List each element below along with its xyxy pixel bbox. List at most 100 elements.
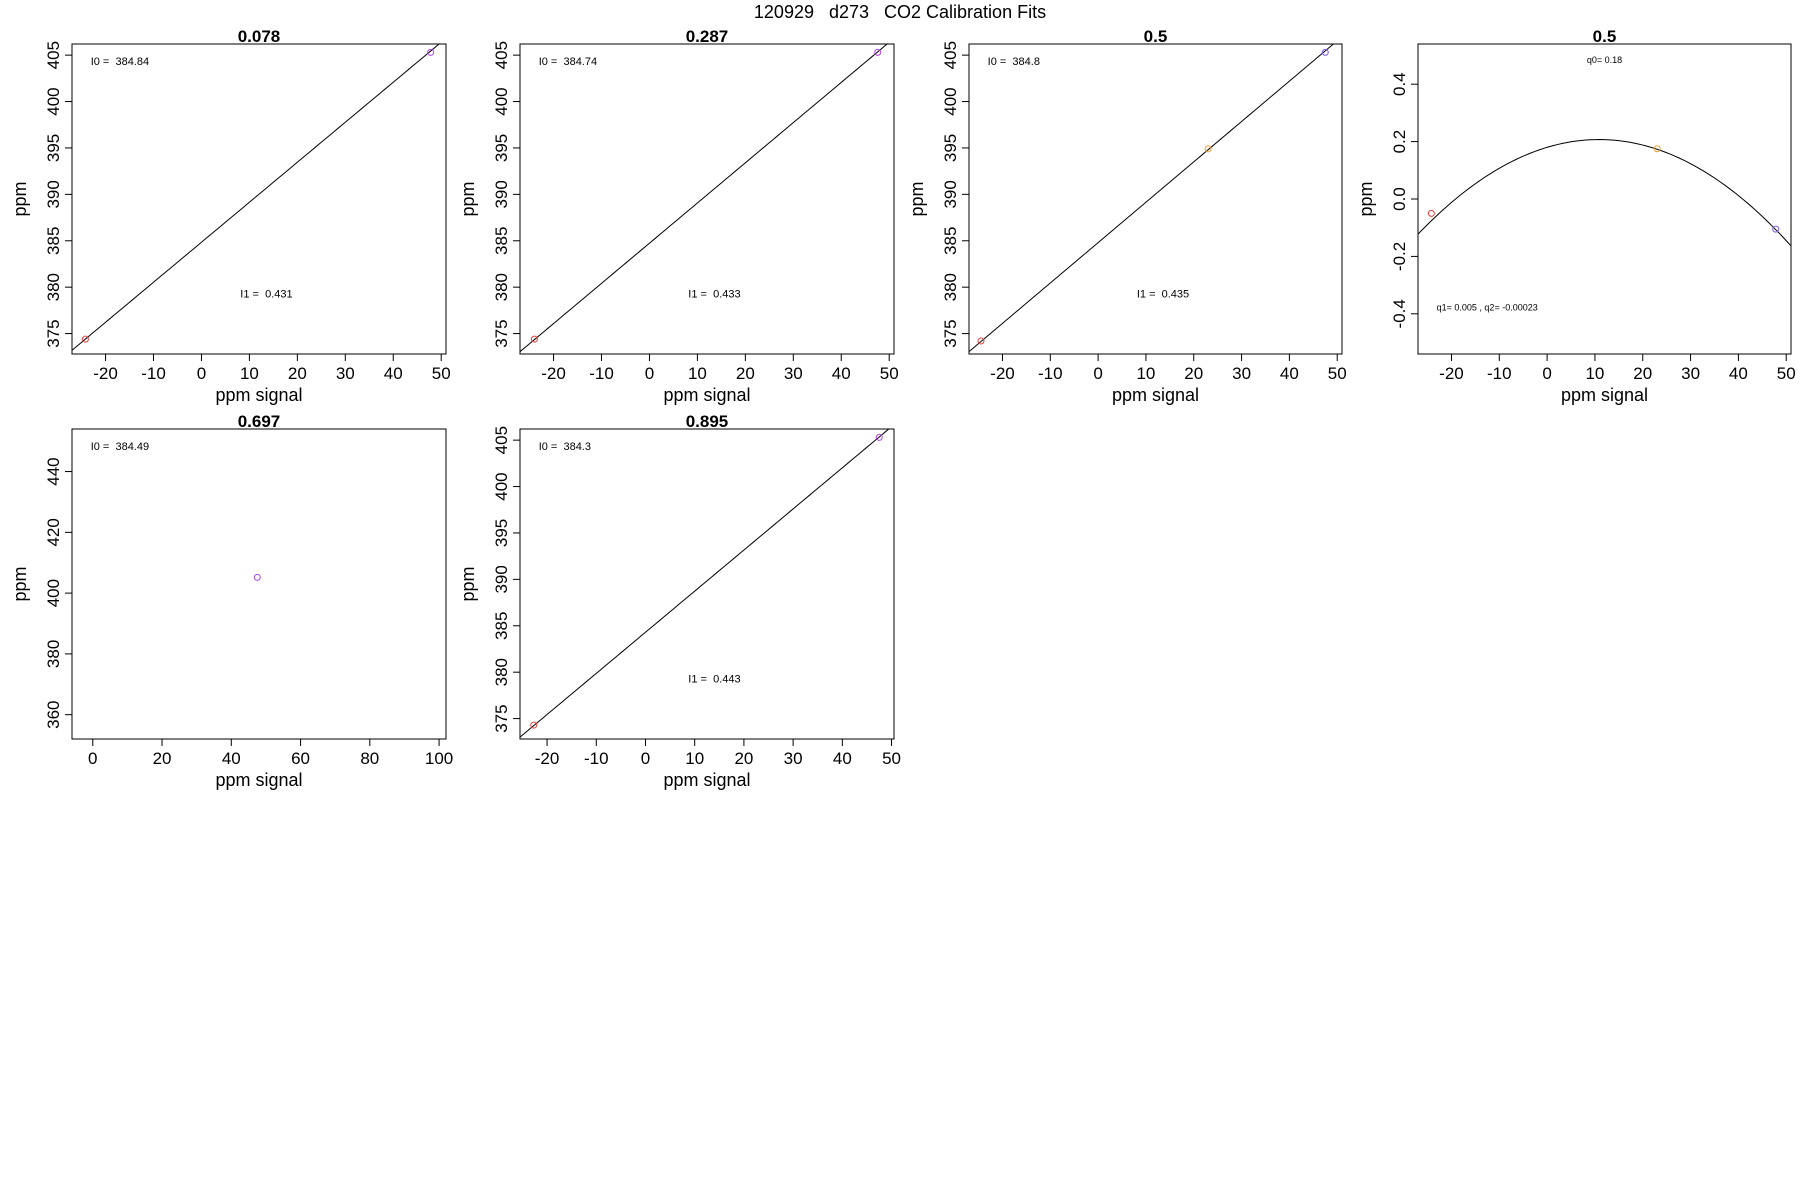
y-tick-label: 400 (941, 87, 960, 115)
y-tick-label: 390 (44, 180, 63, 208)
x-tick-label: 50 (1328, 364, 1347, 383)
y-tick-label: 405 (44, 41, 63, 69)
x-tick-label: 40 (1280, 364, 1299, 383)
y-axis-label: ppm (10, 181, 30, 216)
y-axis-label: ppm (10, 566, 30, 601)
fit-annotation: I0 = 384.84 (91, 56, 149, 68)
fit-annotation: I0 = 384.8 (988, 56, 1040, 68)
x-tick-label: 0 (197, 364, 206, 383)
panel-title: 0.5 (1593, 27, 1617, 46)
y-tick-label: 380 (44, 273, 63, 301)
x-tick-label: 50 (432, 364, 451, 383)
x-axis-label: ppm signal (1561, 385, 1648, 405)
fit-annotation: I1 = 0.443 (688, 673, 740, 685)
data-point (1427, 209, 1435, 217)
x-tick-label: 20 (1184, 364, 1203, 383)
fit-annotation: I1 = 0.435 (1137, 288, 1189, 300)
x-axis-label: ppm signal (1112, 385, 1199, 405)
data-point (253, 573, 261, 581)
x-tick-label: -10 (584, 749, 609, 768)
x-tick-label: 0 (88, 749, 97, 768)
y-axis-label: ppm (458, 566, 478, 601)
x-tick-label: 10 (1585, 364, 1604, 383)
y-axis-label: ppm (458, 181, 478, 216)
y-axis-label: ppm (1356, 181, 1376, 216)
y-tick-label: 390 (941, 180, 960, 208)
x-axis-label: ppm signal (215, 385, 302, 405)
panel-title: 0.895 (686, 412, 729, 431)
y-tick-label: 375 (44, 319, 63, 347)
y-tick-label: 400 (492, 87, 511, 115)
y-tick-label: -0.2 (1390, 242, 1409, 271)
plot-panel-5: 0.697 0 20 40 60 80 100 360 380 400 420 440 ppm sign… (10, 412, 453, 790)
fit-annotation: I0 = 384.49 (91, 441, 149, 453)
fit-annotation: I1 = 0.433 (688, 288, 740, 300)
fit-line (72, 44, 440, 351)
plot-frame (71, 43, 447, 355)
x-tick-label: -20 (990, 364, 1015, 383)
x-tick-label: -20 (1439, 364, 1464, 383)
y-axis-label: ppm (907, 181, 927, 216)
x-tick-label: 40 (222, 749, 241, 768)
fit-line (520, 44, 888, 353)
y-tick-label: 385 (492, 612, 511, 640)
panel-title: 0.5 (1144, 27, 1168, 46)
y-tick-label: 380 (492, 658, 511, 686)
fit-annotation: I0 = 384.74 (539, 56, 597, 68)
x-tick-label: 20 (734, 749, 753, 768)
y-tick-label: 375 (492, 704, 511, 732)
x-tick-label: 50 (882, 749, 901, 768)
y-tick-label: 390 (492, 180, 511, 208)
panel-title: 0.078 (238, 27, 281, 46)
fit-line (1418, 139, 1791, 247)
data-point (427, 48, 435, 56)
fit-annotation: I0 = 384.3 (539, 441, 591, 453)
x-tick-label: -20 (541, 364, 566, 383)
x-tick-label: 10 (1136, 364, 1155, 383)
data-point (530, 721, 538, 729)
data-point (1653, 145, 1661, 153)
data-point (875, 433, 883, 441)
plot-frame (71, 428, 447, 740)
x-tick-label: 50 (1777, 364, 1796, 383)
data-point (977, 337, 985, 345)
x-tick-label: -20 (93, 364, 118, 383)
x-tick-label: -10 (141, 364, 166, 383)
x-tick-label: 50 (880, 364, 899, 383)
x-tick-label: 40 (832, 364, 851, 383)
x-tick-label: 20 (288, 364, 307, 383)
plot-panel-1: 0.078 -20 -10 0 10 20 30 40 50 375 380 385 390 395 400… (10, 27, 451, 405)
x-tick-label: 30 (1681, 364, 1700, 383)
data-point (1772, 225, 1780, 233)
x-tick-label: 40 (833, 749, 852, 768)
y-tick-label: 440 (44, 457, 63, 485)
x-tick-label: 10 (688, 364, 707, 383)
x-tick-label: 40 (1729, 364, 1748, 383)
fit-annotation: q1= 0.005 , q2= -0.00023 (1437, 303, 1538, 313)
x-axis-label: ppm signal (663, 770, 750, 790)
y-tick-label: 0.4 (1390, 72, 1409, 96)
plot-frame (519, 43, 895, 355)
x-tick-label: 30 (1232, 364, 1251, 383)
y-tick-label: 385 (492, 227, 511, 255)
y-tick-label: 0.0 (1390, 187, 1409, 211)
x-tick-label: -10 (589, 364, 614, 383)
x-tick-label: 60 (291, 749, 310, 768)
y-tick-label: 400 (492, 472, 511, 500)
y-tick-label: 400 (44, 87, 63, 115)
x-tick-label: 0 (1093, 364, 1102, 383)
y-tick-label: 380 (44, 640, 63, 668)
plot-frame (968, 43, 1343, 355)
figure-title: 120929 d273 CO2 Calibration Fits (753, 2, 1047, 22)
y-tick-label: 405 (941, 41, 960, 69)
y-tick-label: 375 (941, 319, 960, 347)
y-tick-label: 385 (941, 227, 960, 255)
panel-title: 0.697 (238, 412, 281, 431)
x-tick-label: 10 (240, 364, 259, 383)
x-tick-label: 0 (1542, 364, 1551, 383)
y-tick-label: 380 (492, 273, 511, 301)
x-tick-label: -10 (1487, 364, 1512, 383)
x-tick-label: 10 (685, 749, 704, 768)
data-point (1321, 48, 1329, 56)
